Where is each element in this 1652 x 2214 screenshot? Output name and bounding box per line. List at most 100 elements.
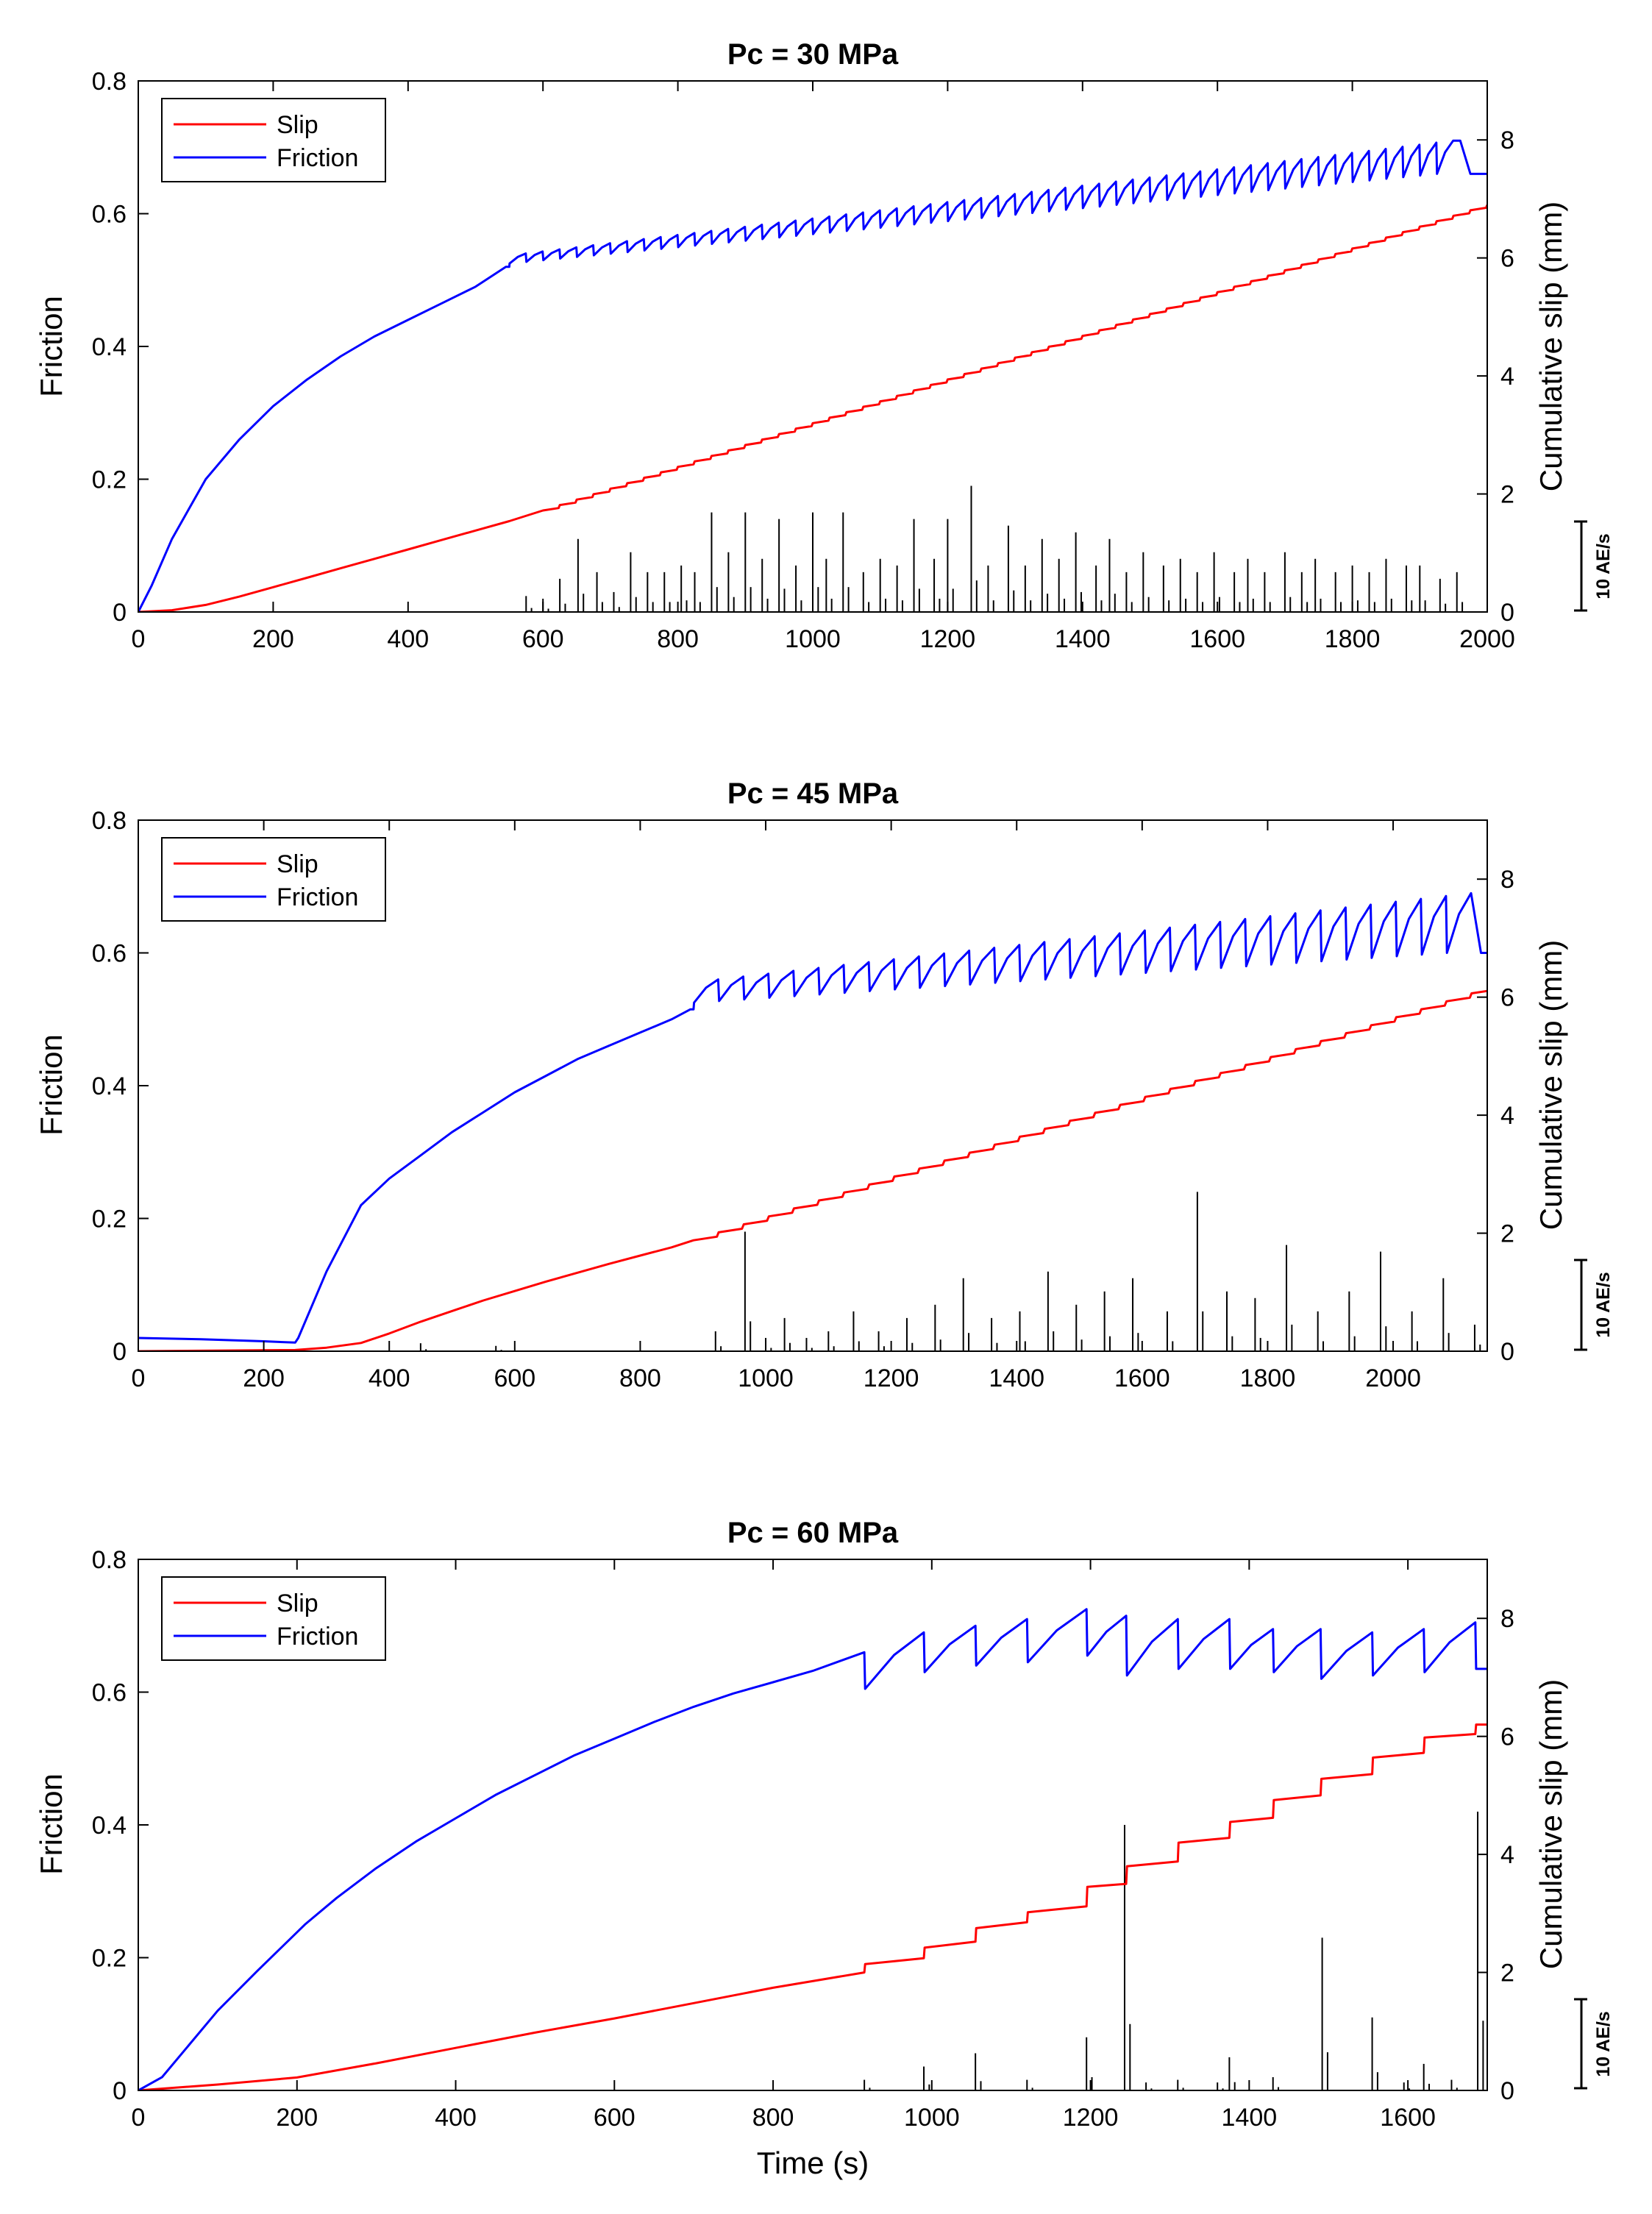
legend-label-slip: Slip xyxy=(277,111,318,139)
y-tick-label: 0.8 xyxy=(92,1546,127,1574)
y2-tick-label: 0 xyxy=(1500,599,1514,627)
x-tick-label: 1400 xyxy=(1222,2104,1278,2132)
slip-series-line xyxy=(138,989,1487,1351)
x-tick-label: 200 xyxy=(243,1364,285,1392)
ae-series xyxy=(419,1192,1481,1351)
x-tick-label: 1600 xyxy=(1189,625,1245,653)
x-tick-label: 800 xyxy=(619,1364,661,1392)
y-axis-label-friction: Friction xyxy=(34,296,68,397)
y2-tick-label: 2 xyxy=(1500,1220,1514,1248)
x-tick-label: 200 xyxy=(252,625,294,653)
x-tick-label: 400 xyxy=(387,625,429,653)
y-tick-label: 0 xyxy=(113,1338,127,1366)
x-tick-label: 1400 xyxy=(1055,625,1111,653)
y2-tick-label: 4 xyxy=(1500,363,1514,391)
x-tick-label: 1000 xyxy=(785,625,841,653)
ae-scale-bar: 10 AE/s xyxy=(1574,520,1614,612)
x-tick-label: 1000 xyxy=(904,2104,960,2132)
x-tick-label: 600 xyxy=(594,2104,635,2132)
legend-label-friction: Friction xyxy=(277,883,358,911)
x-axis-label-time: Time (s) xyxy=(757,2146,869,2180)
friction-series-line xyxy=(138,1608,1487,2090)
x-tick-label: 1200 xyxy=(1063,2104,1119,2132)
y2-tick-label: 2 xyxy=(1500,481,1514,509)
x-tick-label: 200 xyxy=(276,2104,318,2132)
y2-tick-label: 6 xyxy=(1500,245,1514,273)
y2-tick-label: 6 xyxy=(1500,984,1514,1012)
y2-axis-label-slip: Cumulative slip (mm) xyxy=(1534,940,1568,1230)
y-tick-label: 0.2 xyxy=(92,466,127,494)
x-tick-label: 800 xyxy=(657,625,699,653)
y2-tick-label: 4 xyxy=(1500,1102,1514,1130)
plot-area: 0 200 400 600 800 1000 1200 1400 1600 1800 2000 0 0.… xyxy=(92,807,1514,1392)
axes-ticks: 0 200 400 600 800 1000 1200 1400 1600 0 0.2 0.4 0.6 0… xyxy=(92,1546,1514,2132)
x-tick-label: 600 xyxy=(494,1364,535,1392)
x-tick-label: 1800 xyxy=(1240,1364,1296,1392)
y2-tick-label: 2 xyxy=(1500,1960,1514,1987)
x-tick-label: 600 xyxy=(522,625,564,653)
x-tick-label: 400 xyxy=(435,2104,477,2132)
y-tick-label: 0.2 xyxy=(92,1206,127,1234)
y-tick-label: 0 xyxy=(113,2077,127,2105)
y-tick-label: 0.8 xyxy=(92,68,127,96)
ae-scale-bar: 10 AE/s xyxy=(1574,1998,1614,2090)
y2-axis-label-slip: Cumulative slip (mm) xyxy=(1534,202,1568,491)
y2-tick-label: 8 xyxy=(1500,866,1514,894)
y2-tick-label: 0 xyxy=(1500,2077,1514,2105)
ae-scale-label: 10 AE/s xyxy=(1593,1272,1614,1337)
x-tick-label: 0 xyxy=(132,1364,146,1392)
y2-tick-label: 6 xyxy=(1500,1723,1514,1751)
x-tick-label: 0 xyxy=(132,2104,146,2132)
y2-tick-label: 0 xyxy=(1500,1338,1514,1366)
slip-series-line xyxy=(138,204,1487,612)
y-axis-label-friction: Friction xyxy=(34,1773,68,1875)
y2-tick-label: 8 xyxy=(1500,1605,1514,1633)
ae-series xyxy=(525,485,1464,612)
data-layer xyxy=(138,1608,1487,2090)
legend-label-slip: Slip xyxy=(277,1590,318,1617)
x-tick-label: 2000 xyxy=(1365,1364,1421,1392)
plot-area: 0 200 400 600 800 1000 1200 1400 1600 0 0.2 0.4 0.6 0… xyxy=(92,1546,1514,2132)
friction-series-line xyxy=(138,139,1487,612)
x-tick-label: 800 xyxy=(752,2104,794,2132)
friction-series-line xyxy=(138,891,1487,1344)
x-tick-label: 400 xyxy=(369,1364,410,1392)
ae-scale-label: 10 AE/s xyxy=(1593,533,1614,599)
panel-title: Pc = 60 MPa xyxy=(727,1517,899,1549)
x-tick-label: 2000 xyxy=(1459,625,1515,653)
x-tick-label: 1200 xyxy=(864,1364,919,1392)
ae-scale-label: 10 AE/s xyxy=(1593,2011,1614,2076)
x-tick-label: 1200 xyxy=(920,625,976,653)
legend: Slip Friction xyxy=(161,837,386,922)
axes-ticks: 0 200 400 600 800 1000 1200 1400 1600 1800 200000.… xyxy=(92,807,1514,1392)
axes-ticks: 0 200 400 600 800 1000 1200 1400 1600 1800 200000.… xyxy=(92,68,1515,653)
x-tick-label: 0 xyxy=(132,625,146,653)
data-layer xyxy=(138,139,1487,612)
ae-scale-bar: 10 AE/s xyxy=(1574,1259,1614,1351)
legend-label-friction: Friction xyxy=(277,1623,358,1651)
legend-label-slip: Slip xyxy=(277,850,318,878)
y-tick-label: 0.6 xyxy=(92,940,127,968)
legend: Slip Friction xyxy=(161,98,386,182)
y-tick-label: 0 xyxy=(113,599,127,627)
y-tick-label: 0.4 xyxy=(92,1812,127,1840)
x-tick-label: 1600 xyxy=(1380,2104,1436,2132)
y-axis-label-friction: Friction xyxy=(34,1034,68,1136)
panel-pc-60: Pc = 60 MPa Friction Cumulative slip (mm… xyxy=(34,1517,1614,2180)
legend-label-friction: Friction xyxy=(277,144,358,172)
panel-title: Pc = 45 MPa xyxy=(727,777,899,810)
ae-series xyxy=(864,1811,1484,2090)
panel-pc-45: Pc = 45 MPa Friction Cumulative slip (mm… xyxy=(34,777,1614,1392)
x-tick-label: 1000 xyxy=(738,1364,794,1392)
slip-series-line xyxy=(138,1723,1487,2090)
x-tick-label: 1800 xyxy=(1325,625,1381,653)
panel-pc-30: Pc = 30 MPa Friction Cumulative slip (mm… xyxy=(34,38,1614,653)
y-tick-label: 0.4 xyxy=(92,1072,127,1100)
y-tick-label: 0.6 xyxy=(92,201,127,229)
y-tick-label: 0.4 xyxy=(92,333,127,361)
legend: Slip Friction xyxy=(161,1576,386,1661)
panel-title: Pc = 30 MPa xyxy=(727,38,899,71)
y-tick-label: 0.2 xyxy=(92,1945,127,1973)
y-tick-label: 0.6 xyxy=(92,1679,127,1707)
